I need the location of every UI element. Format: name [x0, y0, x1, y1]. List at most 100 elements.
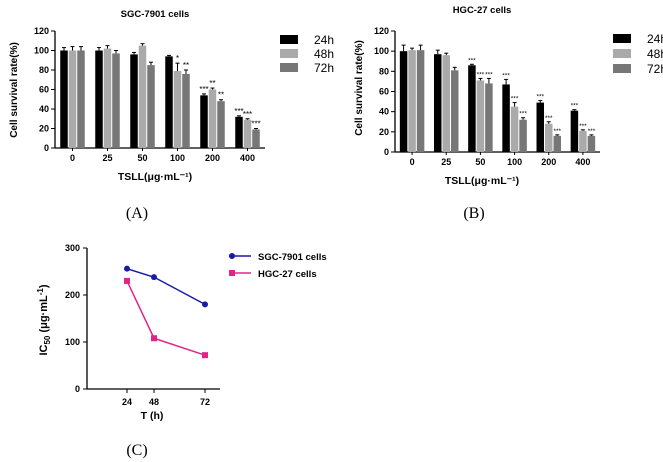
- chart-b-y-tick-label: 60: [379, 87, 389, 97]
- chart-b-y-tick-label: 80: [379, 66, 389, 76]
- chart-b-legend-swatch: [613, 34, 631, 43]
- chart-a-ylabel: Cell survival rate(%): [9, 42, 20, 138]
- chart-b-legend-label: 48h: [647, 47, 663, 61]
- chart-a-legend-swatch: [280, 49, 298, 58]
- chart-a-significance: ***: [199, 85, 208, 94]
- chart-a-significance: ***: [234, 107, 243, 116]
- chart-c-y-tick-label: 100: [65, 337, 80, 347]
- chart-a-legend-label: 72h: [314, 61, 334, 75]
- chart-b-significance: ***: [502, 72, 510, 79]
- chart-a-legend-swatch: [280, 63, 298, 72]
- chart-b-y-tick-label: 40: [379, 107, 389, 117]
- chart-b-x-tick-label: 25: [441, 157, 451, 167]
- chart-c-legend-label: SGC-7901 cells: [258, 252, 327, 263]
- chart-a-legend-label: 24h: [314, 33, 334, 47]
- chart-a-x-tick-label: 25: [102, 153, 112, 163]
- chart-b-bar: [451, 70, 459, 152]
- chart-b-bar: [416, 50, 425, 152]
- chart-a-x-tick-label: 0: [70, 153, 75, 163]
- chart-a-significance: ***: [243, 110, 252, 119]
- chart-a-bar: [252, 129, 260, 148]
- chart-a-legend-label: 48h: [314, 47, 334, 61]
- chart-a-bar: [68, 50, 77, 148]
- chart-c-x-tick-label: 48: [149, 397, 159, 407]
- chart-b-x-tick-label: 400: [575, 157, 590, 167]
- chart-b-bar: [442, 55, 450, 153]
- chart-b-bar: [536, 102, 544, 152]
- chart-b-x-tick-label: 100: [507, 157, 522, 167]
- chart-b-significance: ***: [511, 96, 519, 103]
- chart-b: HGC-27 cells Cell survival rate(%) TSLL(…: [354, 5, 663, 222]
- chart-b-bar: [408, 50, 416, 152]
- chart-a-y-tick-label: 120: [34, 26, 49, 36]
- chart-a-x-tick-label: 100: [170, 153, 185, 163]
- chart-c-point: [124, 265, 130, 272]
- chart-a-title: SGC-7901 cells: [121, 9, 190, 20]
- chart-c-legend-label: HGC-27 cells: [258, 269, 317, 280]
- chart-a-bar: [103, 48, 112, 148]
- chart-b-significance: ***: [485, 71, 493, 78]
- chart-a-x-tick-label: 200: [205, 153, 220, 163]
- chart-c-ylabel-close: ): [38, 284, 50, 288]
- chart-a-bar: [182, 73, 190, 148]
- chart-c-legend-marker: [229, 270, 235, 276]
- chart-b-legend-label: 24h: [647, 32, 663, 46]
- chart-c-x-tick-label: 24: [122, 397, 132, 407]
- chart-a-legend-swatch: [280, 35, 298, 44]
- chart-b-xlabel: TSLL(μg·mL⁻¹): [445, 175, 519, 187]
- chart-a-bar: [95, 50, 103, 148]
- chart-a-x-tick-label: 50: [137, 153, 147, 163]
- panel-label-a: (A): [126, 205, 148, 222]
- chart-b-significance: ***: [519, 111, 527, 118]
- chart-b-x-tick-label: 0: [410, 157, 415, 167]
- chart-a-y-tick-label: 0: [44, 143, 49, 153]
- chart-a: SGC-7901 cells Cell survival rate(%) TSL…: [9, 9, 334, 222]
- chart-b-significance: ***: [588, 128, 596, 135]
- chart-b-significance: ***: [468, 57, 476, 64]
- chart-b-bar: [519, 119, 527, 152]
- chart-a-significance: **: [183, 61, 189, 70]
- chart-a-bar: [77, 50, 85, 148]
- chart-c: T (h) IC50 (μg·mL-1) (C) 0 100 200 300 24 48 7…: [36, 243, 327, 459]
- chart-a-bar: [147, 65, 155, 148]
- chart-b-significance: ***: [545, 115, 553, 122]
- chart-c-ylabel-main: IC: [38, 344, 50, 355]
- chart-b-y-tick-label: 120: [374, 26, 389, 36]
- chart-b-y-tick-label: 20: [379, 127, 389, 137]
- chart-a-y-tick-label: 80: [39, 65, 49, 75]
- chart-b-significance: ***: [579, 123, 587, 130]
- chart-c-point: [202, 301, 208, 308]
- chart-c-point: [151, 335, 157, 342]
- chart-c-ylabel: IC50 (μg·mL-1): [36, 284, 52, 355]
- chart-b-bar: [545, 123, 553, 152]
- chart-a-y-tick-label: 40: [39, 104, 49, 114]
- chart-c-series-line: [126, 267, 206, 306]
- chart-b-bar: [587, 135, 596, 152]
- chart-b-bar: [485, 83, 493, 152]
- chart-a-significance: **: [209, 79, 215, 88]
- chart-b-title: HGC-27 cells: [453, 5, 512, 16]
- chart-b-significance: ***: [536, 94, 544, 101]
- svg-text:IC50 (μg·mL-1): IC50 (μg·mL-1): [36, 284, 52, 355]
- chart-a-bar: [235, 116, 243, 148]
- chart-b-legend-swatch: [613, 49, 631, 58]
- chart-a-bar: [243, 119, 252, 148]
- chart-b-bar: [570, 110, 579, 152]
- chart-c-point: [124, 277, 130, 284]
- chart-a-bar: [200, 95, 208, 148]
- chart-a-xlabel: TSLL(μg·mL⁻¹): [118, 171, 192, 183]
- chart-a-x-tick-label: 400: [240, 153, 255, 163]
- chart-c-x-tick-label: 72: [200, 397, 210, 407]
- panel-label-b: (B): [463, 205, 484, 222]
- chart-b-significance: ***: [553, 128, 561, 135]
- chart-c-series-line: [126, 280, 206, 356]
- panel-label-c: (C): [126, 442, 147, 459]
- chart-b-bar: [468, 65, 476, 152]
- chart-b-significance: ***: [477, 71, 485, 78]
- chart-b-legend-label: 72h: [647, 62, 663, 76]
- chart-a-significance: *: [176, 54, 179, 63]
- chart-c-point: [151, 274, 157, 281]
- chart-b-significance: ***: [571, 103, 579, 110]
- chart-b-bar: [476, 80, 485, 152]
